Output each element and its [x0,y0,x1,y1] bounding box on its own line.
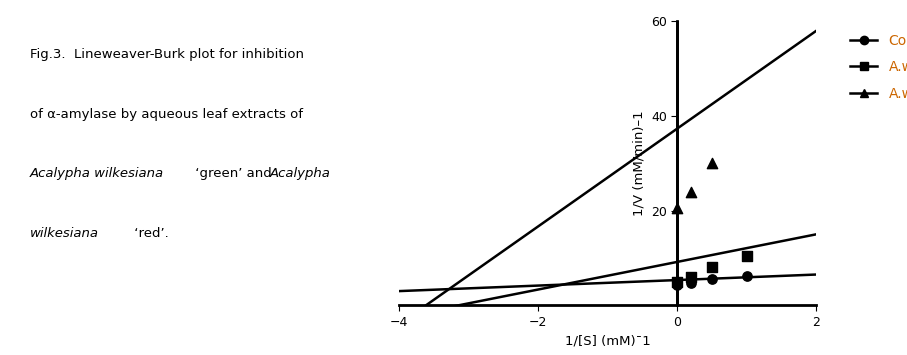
Text: ‘green’ and: ‘green’ and [190,167,276,180]
Text: Acalypha wilkesiana: Acalypha wilkesiana [30,167,164,180]
Text: Acalypha: Acalypha [269,167,330,180]
Point [684,274,698,280]
X-axis label: 1/[S] (mM)¯1: 1/[S] (mM)¯1 [565,334,650,347]
Point [705,264,719,270]
Point [739,273,754,279]
Point [684,189,698,195]
Legend: Control, A.w.r, A.w.g: Control, A.w.r, A.w.g [844,28,907,106]
Y-axis label: 1/V (mM/min)–1: 1/V (mM/min)–1 [632,110,646,216]
Point [684,280,698,285]
Text: of α-amylase by aqueous leaf extracts of: of α-amylase by aqueous leaf extracts of [30,108,303,121]
Text: wilkesiana: wilkesiana [30,227,99,240]
Point [670,279,685,284]
Text: Fig.3.  Lineweaver-Burk plot for inhibition: Fig.3. Lineweaver-Burk plot for inhibiti… [30,48,304,61]
Point [705,277,719,282]
Point [705,160,719,166]
Point [739,253,754,258]
Text: ‘red’.: ‘red’. [130,227,169,240]
Point [670,282,685,288]
Point [670,206,685,211]
